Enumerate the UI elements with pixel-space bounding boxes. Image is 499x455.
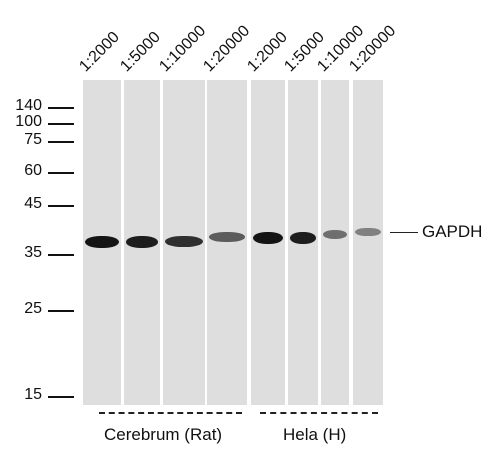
- blot-lane: [124, 80, 160, 405]
- marker-tick: [48, 141, 74, 143]
- protein-pointer-line: [390, 232, 418, 233]
- protein-band: [253, 232, 283, 244]
- marker-tick: [48, 310, 74, 312]
- blot-lane: [207, 80, 247, 405]
- protein-band: [323, 230, 347, 239]
- lane-dilution-label: 1:2000: [76, 28, 123, 76]
- protein-band: [355, 228, 381, 237]
- marker-label: 60: [24, 162, 42, 179]
- marker-label: 75: [24, 131, 42, 148]
- protein-band: [209, 232, 245, 242]
- blot-lane: [321, 80, 349, 405]
- marker-tick: [48, 396, 74, 398]
- marker-label: 15: [24, 386, 42, 403]
- group-label: Hela (H): [283, 425, 347, 444]
- blot-lane: [163, 80, 205, 405]
- protein-band: [126, 236, 158, 248]
- marker-tick: [48, 172, 74, 174]
- group-bracket-line: [99, 412, 242, 414]
- lane-dilution-label: 1:20000: [200, 22, 254, 76]
- marker-label: 25: [24, 300, 42, 317]
- protein-label: GAPDH: [422, 222, 483, 241]
- group-bracket-line: [260, 412, 378, 414]
- protein-band: [165, 236, 203, 248]
- marker-tick: [48, 254, 74, 256]
- blot-lane: [353, 80, 383, 405]
- marker-tick: [48, 205, 74, 207]
- marker-label: 45: [24, 195, 42, 212]
- lane-dilution-label: 1:10000: [156, 22, 210, 76]
- marker-label: 100: [15, 113, 42, 130]
- protein-band: [85, 236, 119, 248]
- marker-tick: [48, 107, 74, 109]
- marker-tick: [48, 123, 74, 125]
- marker-label: 140: [15, 97, 42, 114]
- marker-label: 35: [24, 244, 42, 261]
- protein-band: [290, 232, 316, 244]
- lane-dilution-label: 1:5000: [117, 28, 164, 76]
- blot-lane: [288, 80, 318, 405]
- blot-lane: [251, 80, 285, 405]
- blot-lane: [83, 80, 121, 405]
- group-label: Cerebrum (Rat): [104, 425, 223, 444]
